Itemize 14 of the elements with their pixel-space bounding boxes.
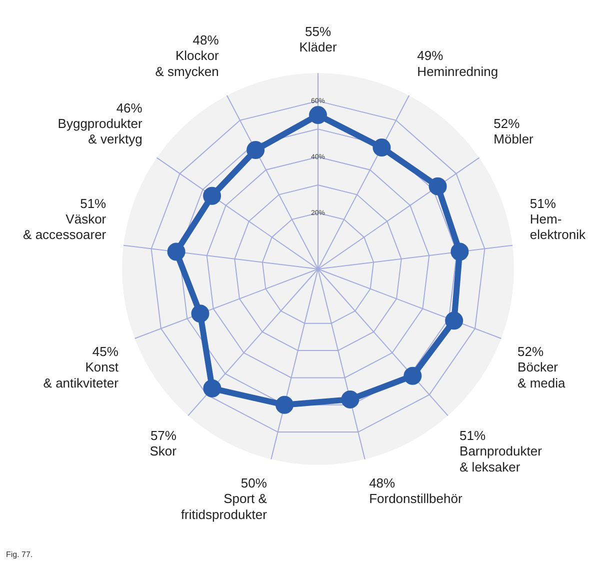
spoke-label: 49% Heminredning [417,48,498,79]
spoke-label: 52% Böcker & media [518,344,566,390]
spoke-label: 51% Hem- elektronik [530,196,586,242]
spoke-label: 51% Barnprodukter & leksaker [460,428,543,474]
spoke-label: 50% Sport & fritidsprodukter [180,476,268,522]
spoke-label: 48% Fordonstillbehör [369,476,463,506]
spoke-label: 51% Väskor & accessoarer [23,196,107,242]
caption: Fig. 77. [6,550,33,559]
spoke-label: 55% Kläder [299,24,338,54]
spoke-label: 48% Klockor & smycken [155,32,220,79]
spoke-label: 45% Konst & antikviteter [43,344,120,390]
spoke-label: 46% Byggprodukter & verktyg [58,100,144,147]
spoke-label: 52% Möbler [494,116,534,147]
spoke-label: 57% Skor [150,428,178,459]
